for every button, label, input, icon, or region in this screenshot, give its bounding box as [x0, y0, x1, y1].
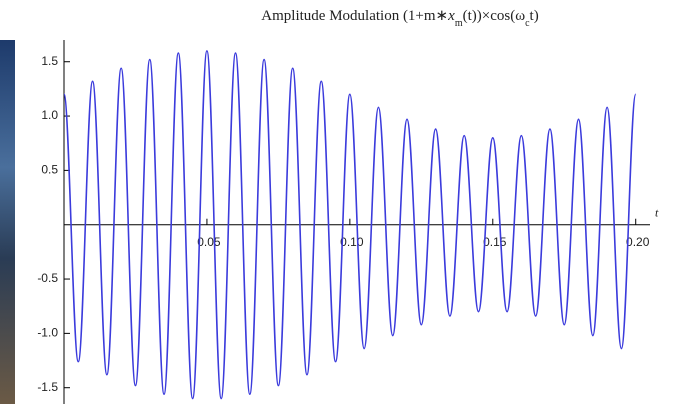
y-tick-label: 1.0: [41, 108, 58, 122]
x-tick-label: 0.20: [626, 235, 650, 249]
title-part: x: [447, 8, 455, 24]
y-tick-label: 1.5: [41, 54, 58, 68]
y-tick-label: -1.0: [37, 326, 58, 340]
y-tick-label: 0.5: [41, 163, 58, 177]
title-part: (t))×cos(ω: [463, 8, 526, 24]
y-tick-label: -1.5: [37, 380, 58, 394]
x-tick-label: 0.05: [197, 235, 221, 249]
title-part: t): [530, 8, 539, 24]
title-subscript: c: [525, 18, 530, 29]
x-tick-label: 0.10: [340, 235, 364, 249]
chart-title: Amplitude Modulation (1+m∗xm(t))×cos(ωct…: [261, 8, 538, 29]
signal-line: [63, 50, 637, 400]
title-subscript: m: [455, 18, 463, 29]
x-tick-label: 0.15: [483, 235, 507, 249]
background-photo-strip: [0, 40, 15, 404]
y-tick-label: -0.5: [37, 271, 58, 285]
title-part: Amplitude Modulation (1+m∗: [261, 8, 448, 24]
x-axis-label: t: [655, 206, 659, 220]
